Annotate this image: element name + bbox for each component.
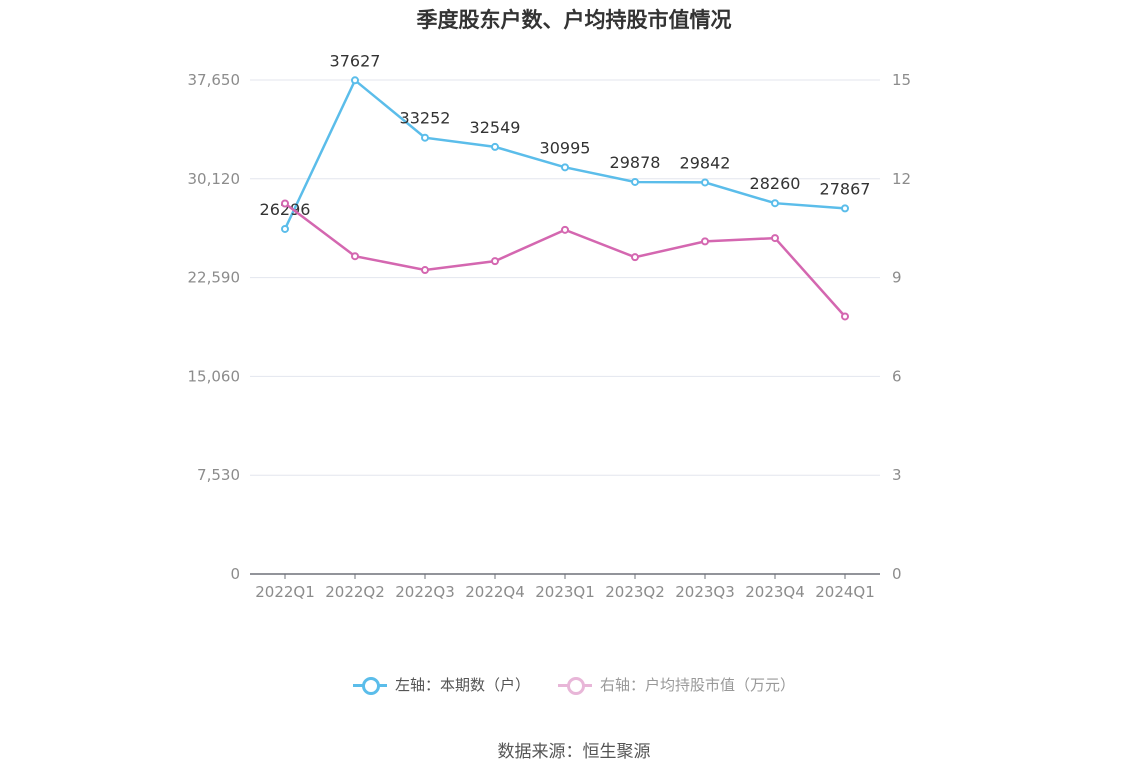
legend-label-right: 右轴：户均持股市值（万元） — [600, 676, 796, 694]
data-label: 32549 — [470, 118, 521, 137]
data-point-right — [631, 253, 639, 262]
right-tick-label: 15 — [892, 71, 911, 89]
data-point-right — [841, 312, 849, 321]
data-label: 29878 — [610, 153, 661, 172]
legend-swatch-left — [352, 675, 387, 695]
data-point-right — [561, 225, 569, 234]
x-tick-label: 2022Q3 — [395, 583, 455, 601]
data-point-left — [701, 178, 709, 187]
data-label: 37627 — [330, 51, 381, 70]
data-label: 30995 — [540, 138, 591, 157]
legend-item-right[interactable]: 右轴：户均持股市值（万元） — [558, 674, 795, 695]
data-point-right — [281, 199, 289, 208]
x-tick-label: 2022Q1 — [255, 583, 315, 601]
data-point-left — [841, 204, 849, 213]
left-tick-label: 30,120 — [188, 170, 241, 188]
data-point-right — [351, 252, 359, 261]
legend-item-left[interactable]: 左轴：本期数（户） — [352, 674, 530, 695]
legend-swatch-right — [558, 675, 592, 695]
right-tick-label: 6 — [892, 367, 902, 385]
legend: 左轴：本期数（户） 右轴：户均持股市值（万元） — [0, 674, 1148, 695]
x-tick-label: 2023Q4 — [745, 583, 805, 601]
left-tick-label: 15,060 — [188, 367, 241, 385]
right-tick-label: 3 — [892, 466, 902, 484]
left-tick-label: 7,530 — [197, 466, 240, 484]
grid-lines — [250, 79, 880, 476]
x-tick-label: 2024Q1 — [815, 583, 875, 601]
data-label: 33252 — [400, 109, 451, 128]
data-point-left — [491, 142, 499, 151]
right-tick-label: 12 — [892, 170, 911, 188]
left-tick-label: 37,650 — [188, 71, 241, 89]
series-line-right — [284, 202, 846, 318]
data-point-right — [491, 257, 499, 266]
axes: 0 0 7,530 3 15,060 6 22,590 9 30,120 12 37,650 15 20… — [188, 71, 912, 601]
data-point-left — [281, 224, 289, 233]
data-point-left — [771, 199, 779, 208]
data-point-left — [351, 76, 359, 85]
data-point-right — [701, 237, 709, 246]
x-tick-label: 2022Q2 — [325, 583, 385, 601]
data-point-right — [771, 234, 779, 243]
data-label: 27867 — [820, 179, 871, 198]
data-point-right — [421, 266, 429, 275]
x-tick-label: 2022Q4 — [465, 583, 525, 601]
x-tick-label: 2023Q1 — [535, 583, 595, 601]
x-tick-label: 2023Q3 — [675, 583, 735, 601]
chart-title: 季度股东户数、户均持股市值情况 — [416, 8, 732, 32]
left-tick-label: 22,590 — [188, 269, 241, 287]
data-label: 29842 — [680, 153, 731, 172]
data-point-left — [421, 133, 429, 142]
legend-label-left: 左轴：本期数（户） — [394, 676, 530, 694]
right-tick-label: 0 — [892, 565, 902, 583]
right-tick-label: 9 — [892, 269, 902, 287]
data-point-left — [631, 177, 639, 186]
x-tick-label: 2023Q2 — [605, 583, 665, 601]
data-label: 28260 — [750, 174, 801, 193]
left-tick-label: 0 — [230, 565, 240, 583]
data-point-left — [561, 163, 569, 172]
source-note: 数据来源：恒生聚源 — [497, 742, 651, 762]
